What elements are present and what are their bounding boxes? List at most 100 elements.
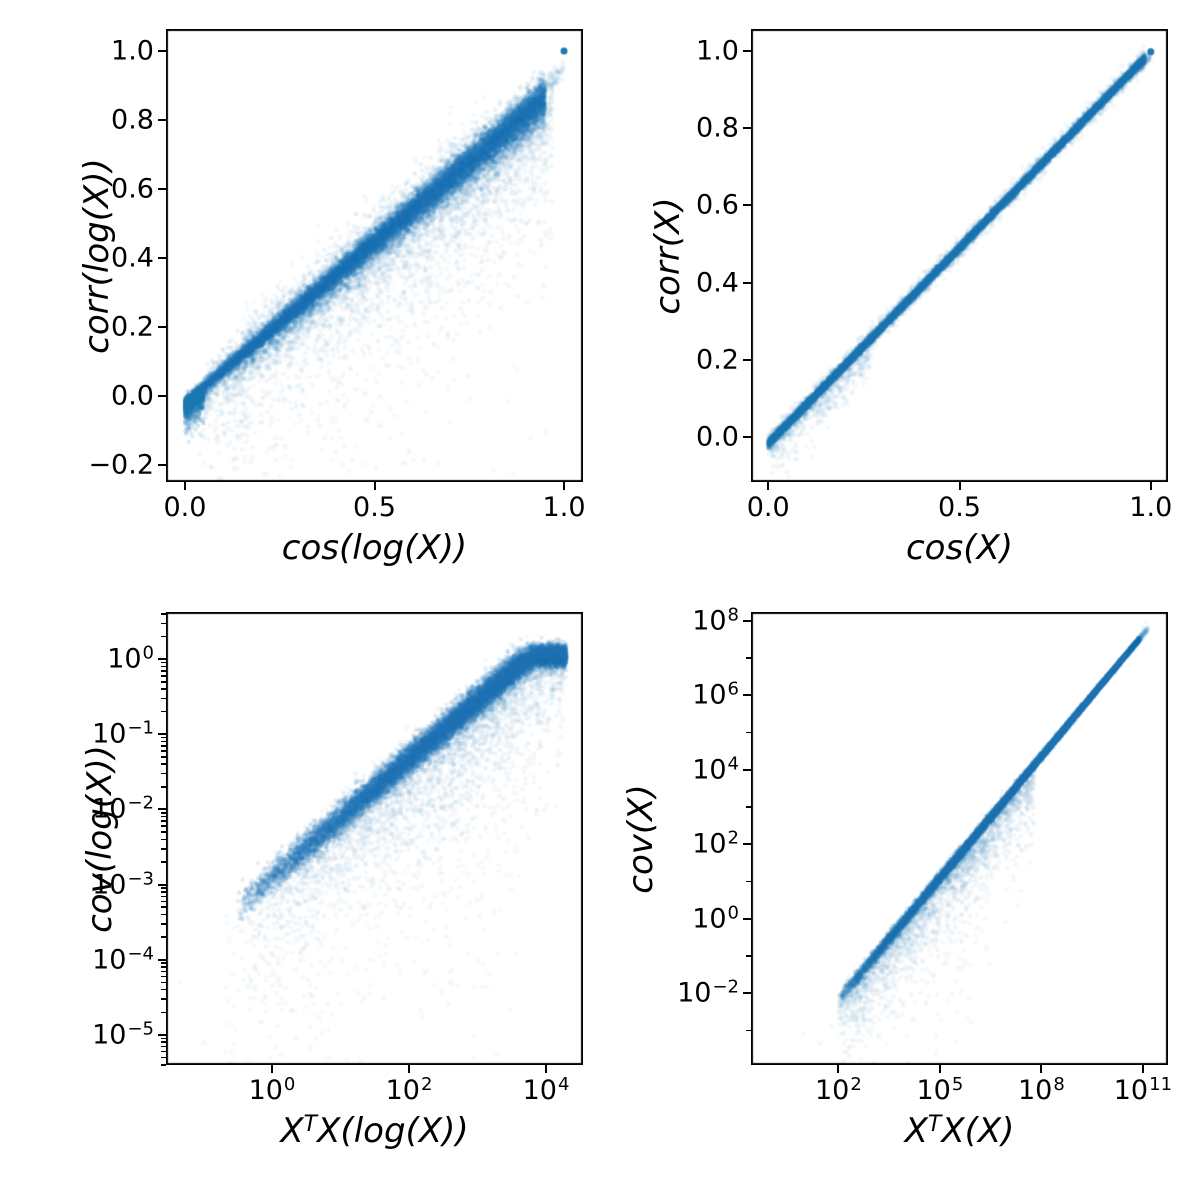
x-tick-label: 100 xyxy=(248,1074,296,1106)
x-tick-mark xyxy=(545,1065,547,1073)
y-tick-label: 10−2 xyxy=(677,976,739,1009)
y-tick-mark xyxy=(743,435,751,438)
y-minor-tick-mark xyxy=(161,665,166,668)
y-minor-tick-mark xyxy=(161,745,166,747)
y-tick-label: 10−1 xyxy=(92,717,154,750)
scatter-points-canvas xyxy=(166,29,583,482)
y-minor-tick-mark xyxy=(161,815,166,818)
y-tick-mark xyxy=(743,768,751,771)
y-tick-mark xyxy=(158,188,166,191)
y-minor-tick-mark xyxy=(161,887,166,889)
y-minor-tick-mark xyxy=(161,697,166,700)
y-minor-tick-mark xyxy=(161,1056,166,1059)
y-tick-label: 0.2 xyxy=(696,344,739,376)
y-tick-label: 0.6 xyxy=(111,173,154,205)
y-minor-tick-mark xyxy=(161,838,166,841)
x-tick-mark xyxy=(1040,1065,1043,1073)
y-axis-label: cov(log(X)) xyxy=(80,744,120,933)
y-tick-mark xyxy=(158,808,166,811)
x-tick-mark xyxy=(1141,1065,1144,1073)
y-tick-mark xyxy=(743,358,751,361)
y-axis-label: cov(X) xyxy=(621,783,661,894)
y-minor-tick-mark xyxy=(161,861,166,863)
y-tick-mark xyxy=(158,883,166,886)
y-minor-tick-mark xyxy=(161,670,166,672)
y-tick-label: 0.2 xyxy=(111,311,154,343)
x-tick-mark xyxy=(563,482,566,490)
y-tick-label: 100 xyxy=(692,902,739,935)
scatter-points-canvas xyxy=(751,612,1168,1065)
y-tick-label: 0.6 xyxy=(696,189,739,221)
y-tick-mark xyxy=(743,204,751,207)
y-minor-tick-mark xyxy=(746,731,751,734)
y-minor-tick-mark xyxy=(161,1011,166,1014)
y-minor-tick-mark xyxy=(161,688,166,690)
x-tick-mark xyxy=(373,482,376,490)
plot-area xyxy=(166,29,583,482)
y-tick-mark xyxy=(743,281,751,284)
y-minor-tick-mark xyxy=(161,998,166,1000)
y-tick-label: 100 xyxy=(107,642,154,675)
y-minor-tick-mark xyxy=(161,756,166,758)
x-tick-mark xyxy=(183,482,186,490)
y-minor-tick-mark xyxy=(161,820,166,822)
y-minor-tick-mark xyxy=(161,895,166,897)
y-minor-tick-mark xyxy=(746,806,751,808)
x-tick-label: 1011 xyxy=(1113,1074,1173,1106)
y-tick-mark xyxy=(743,694,751,697)
y-tick-mark xyxy=(158,1033,166,1036)
x-tick-label: 104 xyxy=(522,1074,570,1106)
y-tick-label: 1.0 xyxy=(111,35,154,67)
y-minor-tick-mark xyxy=(161,1041,166,1043)
y-minor-tick-mark xyxy=(161,763,166,765)
x-axis-label: cos(X) xyxy=(905,528,1014,568)
x-tick-label: 102 xyxy=(385,1074,433,1106)
y-tick-mark xyxy=(158,658,166,661)
x-tick-label: 0.5 xyxy=(938,492,981,523)
x-tick-mark xyxy=(270,1065,273,1073)
x-tick-label: 102 xyxy=(815,1074,862,1106)
y-tick-label: 106 xyxy=(692,678,739,711)
y-tick-mark xyxy=(158,326,166,329)
scatter-points-canvas xyxy=(166,612,583,1065)
y-minor-tick-mark xyxy=(746,657,751,659)
y-minor-tick-mark xyxy=(161,825,166,827)
plot-area xyxy=(751,612,1168,1065)
y-tick-label: 10−5 xyxy=(92,1018,154,1051)
y-tick-mark xyxy=(743,127,751,130)
x-tick-mark xyxy=(767,482,770,490)
plot-area xyxy=(166,612,583,1065)
x-tick-mark xyxy=(938,1065,941,1073)
y-tick-mark xyxy=(158,395,166,398)
x-axis-label: XTX(log(X)) xyxy=(280,1111,469,1151)
y-tick-mark xyxy=(743,619,751,622)
plot-area xyxy=(751,29,1168,482)
y-tick-mark xyxy=(158,257,166,260)
y-minor-tick-mark xyxy=(161,613,166,615)
y-minor-tick-mark xyxy=(161,981,166,984)
y-tick-label: 10−3 xyxy=(92,868,154,901)
y-minor-tick-mark xyxy=(161,740,166,743)
y-minor-tick-mark xyxy=(161,681,166,683)
y-tick-label: 1.0 xyxy=(696,35,739,67)
y-minor-tick-mark xyxy=(161,831,166,833)
y-minor-tick-mark xyxy=(161,975,166,978)
x-tick-mark xyxy=(837,1065,840,1073)
y-tick-mark xyxy=(158,119,166,122)
x-tick-mark xyxy=(407,1065,410,1073)
scatter-points-canvas xyxy=(751,29,1168,482)
x-tick-label: 0.5 xyxy=(353,492,396,523)
x-tick-mark xyxy=(1149,482,1152,490)
y-minor-tick-mark xyxy=(161,750,166,752)
y-minor-tick-mark xyxy=(161,906,166,908)
x-tick-label: 1.0 xyxy=(542,492,586,523)
y-minor-tick-mark xyxy=(161,923,166,925)
x-tick-label: 0.0 xyxy=(163,492,207,523)
y-tick-mark xyxy=(158,958,166,961)
y-minor-tick-mark xyxy=(161,710,166,713)
x-tick-mark xyxy=(958,482,961,490)
y-tick-mark xyxy=(158,464,166,467)
y-minor-tick-mark xyxy=(746,955,751,957)
y-tick-label: 10−4 xyxy=(92,943,154,976)
